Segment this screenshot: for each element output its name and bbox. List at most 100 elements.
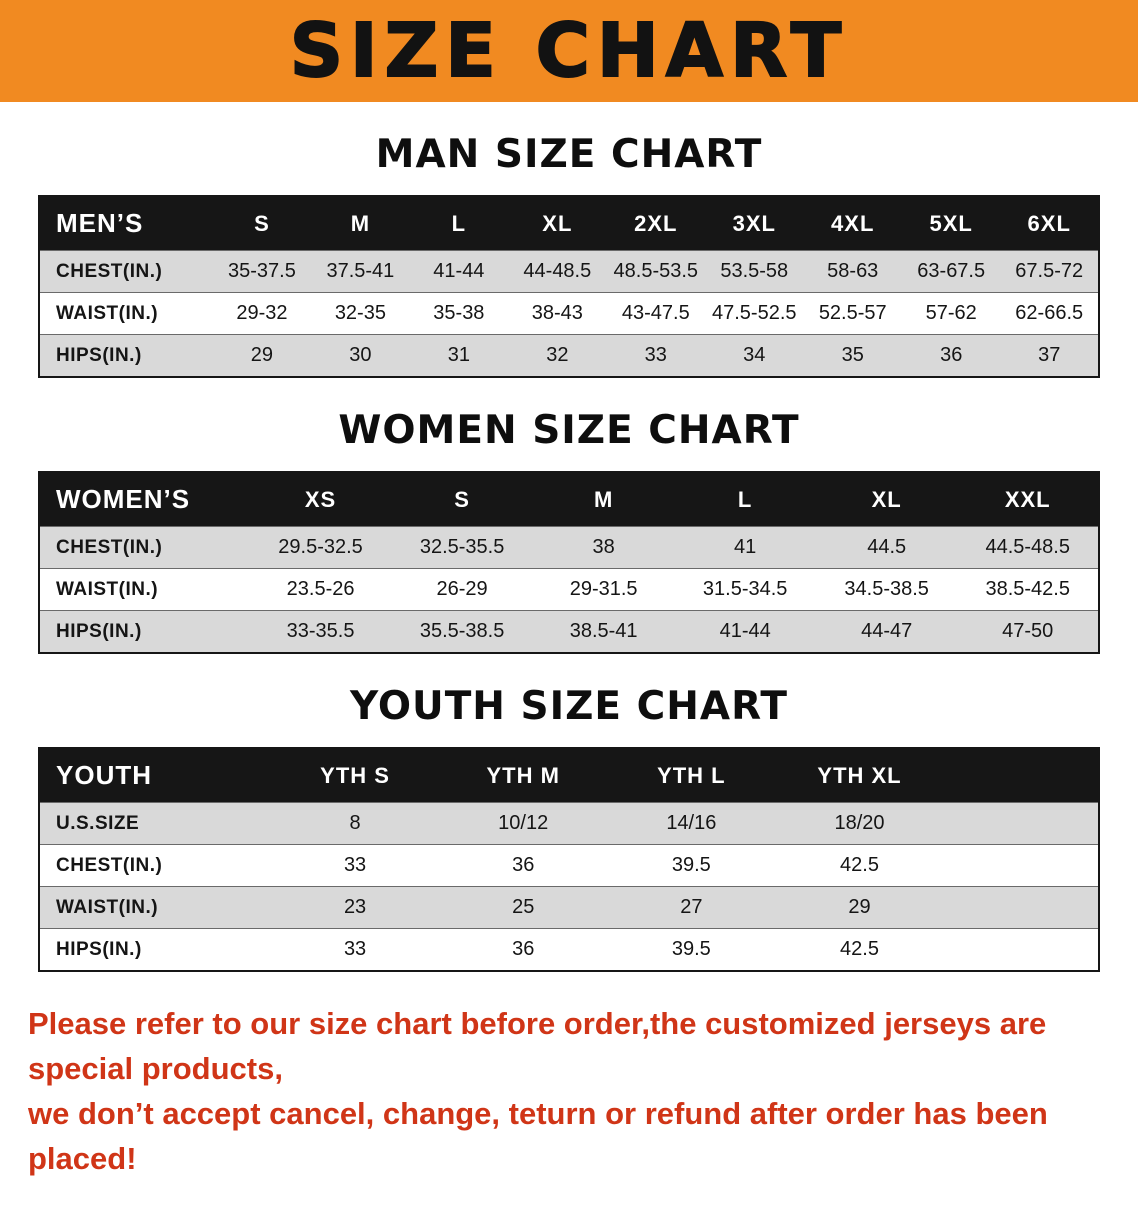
table-title-cell: WOMEN’S [39, 472, 250, 527]
size-value: 43-47.5 [621, 302, 690, 324]
size-value: 39.5 [671, 854, 711, 876]
size-column-header: M [311, 196, 410, 251]
size-value: 44-48.5 [523, 260, 592, 282]
size-value: 33 [644, 344, 667, 366]
size-value: 48.5-53.5 [613, 260, 699, 282]
size-value: 42.5 [840, 938, 879, 960]
size-column-header: XS [249, 472, 392, 527]
filler-cell [944, 845, 1099, 887]
size-value: 25 [512, 896, 535, 918]
size-column-header: 6XL [1000, 196, 1099, 251]
size-column-header: XL [508, 196, 607, 251]
size-table: YOUTH YTH S YTH M YTH L YTH XL U.S.SIZE 8 10/12… [38, 747, 1100, 972]
size-value: 41-44 [719, 620, 771, 642]
size-value: 41 [734, 536, 757, 558]
table-row: CHEST(IN.) 29.5-32.5 32.5-35.5 38 41 44.5 44.5… [39, 526, 1099, 569]
size-value: 53.5-58 [720, 260, 789, 282]
size-value: 37 [1038, 344, 1061, 366]
size-value: 32 [546, 344, 569, 366]
size-value: 38-43 [531, 302, 583, 324]
size-value: 44.5-48.5 [985, 536, 1070, 558]
row-label: CHEST(IN.) [56, 854, 163, 876]
size-value: 47-50 [1002, 620, 1054, 642]
size-value: 26-29 [436, 578, 488, 600]
table-header-row: WOMEN’S XS S M L XL XXL [39, 472, 1099, 527]
size-value: 63-67.5 [917, 260, 986, 282]
size-column-header: L [674, 472, 816, 527]
size-value: 29 [848, 896, 871, 918]
size-value: 35 [841, 344, 864, 366]
size-column-header: 2XL [606, 196, 706, 251]
table-row: WAIST(IN.) 23.5-26 26-29 29-31.5 31.5-34.5 34… [39, 568, 1099, 611]
size-column-header: 5XL [901, 196, 1001, 251]
section-heading: YOUTH SIZE CHART [350, 684, 788, 729]
size-column-header: M [532, 472, 675, 527]
row-label: CHEST(IN.) [56, 536, 163, 558]
row-label: HIPS(IN.) [56, 938, 142, 960]
size-column-header: S [212, 196, 312, 251]
size-value: 35.5-38.5 [419, 620, 505, 642]
size-chart-sections: MAN SIZE CHART MEN’S S M L XL 2XL 3XL 4XL 5XL 6XL C… [0, 132, 1138, 972]
table-row: WAIST(IN.) 23 25 27 29 [39, 886, 1099, 929]
table-row: CHEST(IN.) 35-37.5 37.5-41 41-44 44-48.5 48.5… [39, 250, 1099, 293]
size-value: 47.5-52.5 [712, 302, 797, 324]
size-value: 29-32 [236, 302, 288, 324]
section-heading: WOMEN SIZE CHART [338, 408, 800, 453]
row-label: U.S.SIZE [56, 812, 140, 834]
size-column-header: S [391, 472, 533, 527]
size-value: 37.5-41 [326, 260, 395, 282]
size-column-header: YTH M [439, 748, 608, 803]
size-value: 32-35 [334, 302, 386, 324]
table-row: WAIST(IN.) 29-32 32-35 35-38 38-43 43-47.5 47.… [39, 292, 1099, 335]
size-value: 38.5-42.5 [985, 578, 1070, 600]
size-value: 8 [349, 812, 361, 834]
row-label: CHEST(IN.) [56, 260, 163, 282]
row-label: HIPS(IN.) [56, 344, 142, 366]
size-chart-section: YOUTH SIZE CHART YOUTH YTH S YTH M YTH L YTH … [0, 684, 1138, 972]
size-value: 67.5-72 [1015, 260, 1084, 282]
table-header-row: MEN’S S M L XL 2XL 3XL 4XL 5XL 6XL [39, 196, 1099, 251]
size-column-header: YTH S [271, 748, 440, 803]
banner-title: SIZE CHART [289, 8, 849, 94]
row-label: WAIST(IN.) [56, 302, 159, 324]
row-label: HIPS(IN.) [56, 620, 142, 642]
size-value: 39.5 [671, 938, 711, 960]
size-value: 32.5-35.5 [419, 536, 505, 558]
banner: SIZE CHART [0, 0, 1138, 102]
footer-note: Please refer to our size chart before or… [28, 1002, 1110, 1208]
size-value: 38 [592, 536, 615, 558]
size-value: 36 [940, 344, 963, 366]
size-value: 44-47 [861, 620, 913, 642]
size-table: WOMEN’S XS S M L XL XXL CHEST(IN.) 29.5-32.5 32.5… [38, 471, 1100, 654]
size-value: 33 [343, 854, 367, 876]
filler-cell [944, 803, 1099, 845]
size-column-header: YTH XL [775, 748, 944, 803]
size-value: 29-31.5 [569, 578, 638, 600]
size-value: 58-63 [827, 260, 879, 282]
size-value: 23.5-26 [286, 578, 355, 600]
footer-line1: Please refer to our size chart before or… [28, 1006, 1047, 1086]
size-column-header: YTH L [607, 748, 776, 803]
size-value: 34.5-38.5 [844, 578, 929, 600]
filler-cell [944, 887, 1099, 929]
table-row: U.S.SIZE 8 10/12 14/16 18/20 [39, 802, 1099, 845]
size-value: 52.5-57 [818, 302, 887, 324]
size-value: 38.5-41 [569, 620, 638, 642]
size-value: 57-62 [925, 302, 977, 324]
size-value: 36 [512, 854, 535, 876]
size-value: 14/16 [666, 812, 717, 834]
size-value: 10/12 [498, 812, 549, 834]
size-column-header: XXL [957, 472, 1099, 527]
size-value: 35-37.5 [228, 260, 296, 282]
size-chart-section: MAN SIZE CHART MEN’S S M L XL 2XL 3XL 4XL 5XL 6XL C… [0, 132, 1138, 378]
table-title-cell: MEN’S [39, 196, 213, 251]
size-column-header: 3XL [705, 196, 804, 251]
size-value: 44.5 [867, 536, 907, 558]
footer-line2: we don’t accept cancel, change, teturn o… [28, 1095, 1048, 1176]
size-column-header: L [409, 196, 509, 251]
row-label: WAIST(IN.) [56, 578, 159, 600]
size-value: 27 [680, 896, 703, 918]
table-header-row: YOUTH YTH S YTH M YTH L YTH XL [39, 748, 1099, 803]
table-row: HIPS(IN.) 33 36 39.5 42.5 [39, 928, 1099, 971]
table-row: CHEST(IN.) 33 36 39.5 42.5 [39, 844, 1099, 887]
